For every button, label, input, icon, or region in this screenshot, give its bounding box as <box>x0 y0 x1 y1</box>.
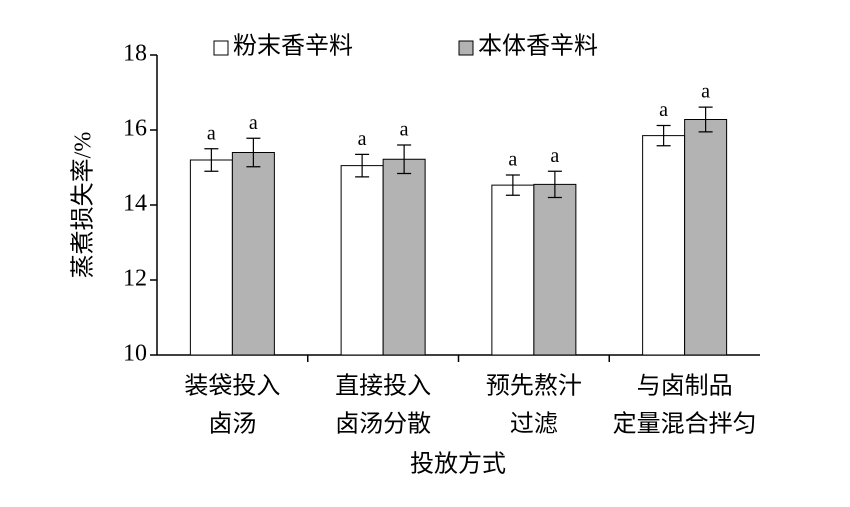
error-bar <box>656 124 671 147</box>
error-bar <box>355 153 370 178</box>
legend-swatch <box>213 40 229 56</box>
bar <box>382 158 426 356</box>
x-axis-title: 投放方式 <box>410 451 506 478</box>
bar <box>684 119 728 356</box>
legend-swatch <box>458 40 474 56</box>
y-tick-label: 12 <box>123 266 147 292</box>
y-tick-label: 10 <box>123 341 147 367</box>
y-tick-label: 14 <box>123 191 147 217</box>
error-bar <box>397 144 412 175</box>
significance-label: a <box>659 99 668 121</box>
x-tick-label: 卤汤 <box>208 411 256 438</box>
significance-label: a <box>249 112 258 134</box>
error-bar <box>505 174 520 196</box>
significance-label: a <box>508 149 517 171</box>
bar <box>340 165 384 356</box>
x-tick-label: 卤汤分散 <box>335 411 431 438</box>
x-tick-label: 过滤 <box>510 411 558 438</box>
x-tick-label: 定量混合拌匀 <box>613 411 757 438</box>
y-tick-label: 18 <box>123 41 147 67</box>
significance-label: a <box>550 145 559 167</box>
x-tick-label: 装袋投入 <box>184 373 280 400</box>
y-tick-label: 16 <box>123 116 147 142</box>
significance-label: a <box>358 128 367 150</box>
bar <box>533 183 577 356</box>
significance-label: a <box>207 122 216 144</box>
x-tick-label: 与卤制品 <box>637 373 733 400</box>
y-axis-title: 蒸煮损失率/% <box>70 132 97 279</box>
error-bar <box>698 106 713 133</box>
error-bar <box>204 148 219 172</box>
error-bar <box>246 137 261 168</box>
bar <box>231 152 275 356</box>
bar <box>642 135 686 356</box>
bar <box>491 184 535 356</box>
x-tick-label: 直接投入 <box>335 373 431 400</box>
error-bar <box>547 170 562 199</box>
legend-label: 粉末香辛料 <box>233 33 353 60</box>
x-tick-label: 预先熬汁 <box>486 373 582 400</box>
significance-label: a <box>701 81 710 103</box>
legend-label: 本体香辛料 <box>478 33 598 60</box>
significance-label: a <box>400 119 409 141</box>
bar <box>189 159 233 356</box>
